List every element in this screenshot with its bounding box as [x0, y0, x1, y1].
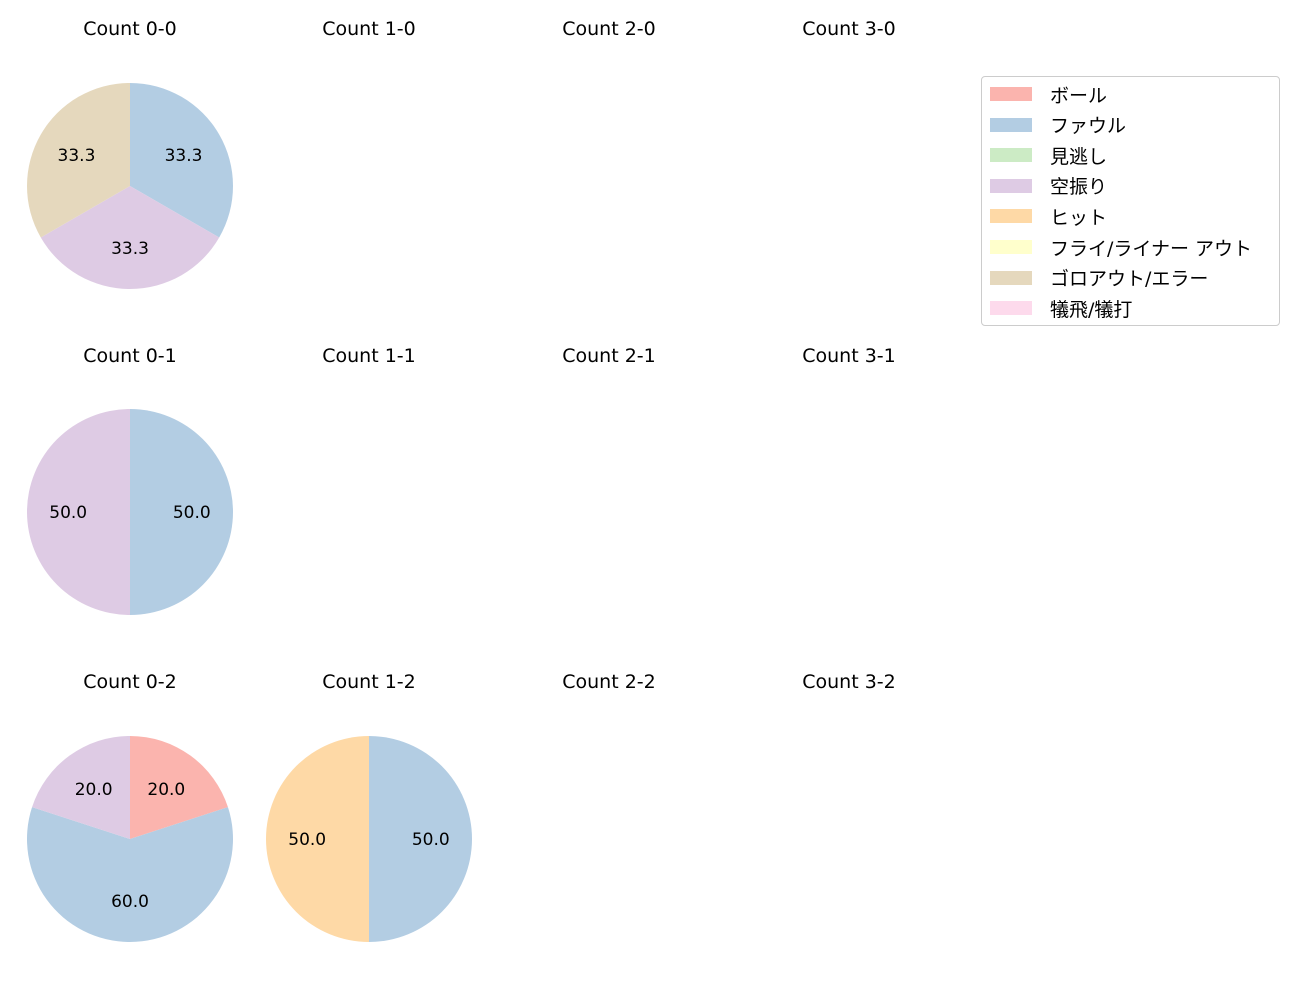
pie-slice: [266, 736, 369, 942]
legend-item: フライ/ライナー アウト: [990, 237, 1252, 260]
legend-label: ヒット: [1050, 206, 1108, 229]
legend-item: 犠飛/犠打: [990, 298, 1132, 321]
pie-slice: [369, 736, 472, 942]
legend-item: ゴロアウト/エラー: [990, 268, 1208, 290]
chart-title: Count 3-2: [802, 671, 896, 693]
slice-label: 60.0: [111, 892, 149, 912]
pie-slice: [27, 409, 130, 615]
pie-chart: 50.0 50.0: [27, 409, 233, 615]
pie-chart: 20.0 60.0 20.0: [26, 736, 233, 942]
chart-title: Count 1-1: [322, 345, 416, 367]
legend-label: ゴロアウト/エラー: [1050, 268, 1209, 291]
legend-label: 犠飛/犠打: [1050, 298, 1133, 321]
chart-title: Count 2-1: [562, 345, 656, 367]
slice-label: 20.0: [147, 780, 185, 800]
slice-label: 50.0: [288, 830, 326, 850]
chart-title: Count 0-1: [83, 345, 177, 367]
legend-item: ヒット: [990, 206, 1107, 229]
legend-swatch: [990, 270, 1032, 285]
chart-title: Count 0-2: [83, 671, 177, 693]
legend-label: 見逃し: [1050, 145, 1108, 168]
chart-title: Count 0-0: [83, 18, 177, 40]
slice-label: 50.0: [49, 503, 87, 523]
legend: ボールファウル見逃し空振りヒットフライ/ライナー アウト ゴロアウト/エラー 犠飛/…: [981, 76, 1280, 326]
chart-title: Count 2-2: [562, 671, 656, 693]
legend-item: ボール: [990, 84, 1107, 107]
chart-title: Count 1-0: [322, 18, 416, 40]
slice-label: 50.0: [412, 830, 450, 850]
pie-slice: [40, 186, 220, 289]
legend-label: ファウル: [1050, 115, 1127, 138]
slice-label: 20.0: [75, 780, 113, 800]
chart-title: Count 3-0: [802, 18, 896, 40]
chart-title: Count 1-2: [322, 671, 416, 693]
pie-slice: [26, 807, 233, 942]
legend-swatch: [990, 209, 1032, 224]
pie-slice: [130, 736, 228, 839]
legend-swatch: [990, 87, 1032, 101]
legend-swatch: [990, 148, 1032, 163]
pie-chart: 50.0 50.0: [266, 736, 472, 942]
pie-slice: [130, 83, 233, 238]
legend-label: 空振り: [1050, 176, 1108, 199]
legend-item: ファウル: [990, 115, 1126, 137]
chart-title: Count 2-0: [562, 18, 656, 40]
legend-label: ボール: [1050, 84, 1108, 107]
legend-item: 空振り: [990, 176, 1107, 198]
pie-chart: 33.3 33.3 33.3: [26, 83, 233, 289]
legend-item: 見逃し: [990, 145, 1107, 168]
pie-slice: [32, 736, 130, 839]
slice-label: 33.3: [111, 239, 149, 259]
legend-swatch: [990, 301, 1032, 316]
slice-label: 33.3: [58, 146, 96, 166]
legend-swatch: [990, 178, 1032, 193]
chart-title: Count 3-1: [802, 345, 896, 367]
legend-swatch: [990, 240, 1032, 254]
slice-label: 50.0: [173, 503, 211, 523]
pie-slice: [130, 409, 233, 615]
legend-label: フライ/ライナー アウト: [1050, 237, 1253, 260]
legend-swatch: [990, 117, 1032, 132]
pie-slice: [26, 83, 130, 238]
slice-label: 33.3: [165, 146, 203, 166]
